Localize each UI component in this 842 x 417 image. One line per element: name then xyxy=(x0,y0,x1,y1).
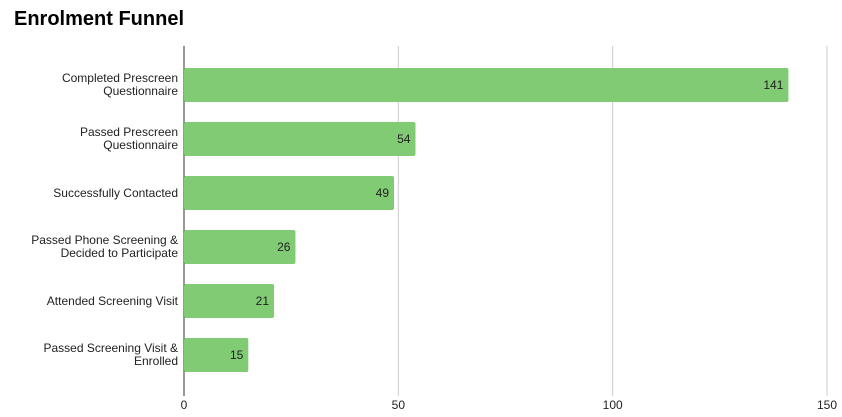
value-label: 54 xyxy=(397,132,411,146)
y-tick-label: Attended Screening Visit xyxy=(46,293,178,308)
x-tick-label: 0 xyxy=(181,398,188,412)
bar xyxy=(184,176,395,210)
bar xyxy=(184,338,249,372)
chart-title: Enrolment Funnel xyxy=(14,8,184,30)
value-label: 15 xyxy=(230,348,244,362)
x-tick-label: 100 xyxy=(603,398,623,412)
x-tick-label: 150 xyxy=(817,398,837,412)
value-label: 49 xyxy=(376,186,390,200)
x-tick-label: 50 xyxy=(392,398,406,412)
y-tick-label: Successfully Contacted xyxy=(53,185,178,200)
value-label: 141 xyxy=(763,78,783,92)
bar xyxy=(184,284,275,318)
y-tick-label: Completed Prescreen Questionnaire xyxy=(61,71,178,98)
y-tick-label: Passed Prescreen Questionnaire xyxy=(79,125,178,152)
y-tick-label: Passed Phone Screening & Decided to Part… xyxy=(31,233,178,260)
bar xyxy=(184,230,296,264)
value-label: 21 xyxy=(256,294,270,308)
y-tick-label: Passed Screening Visit & Enrolled xyxy=(43,341,178,368)
value-label: 26 xyxy=(277,240,291,254)
bar xyxy=(184,68,789,102)
bar xyxy=(184,122,416,156)
